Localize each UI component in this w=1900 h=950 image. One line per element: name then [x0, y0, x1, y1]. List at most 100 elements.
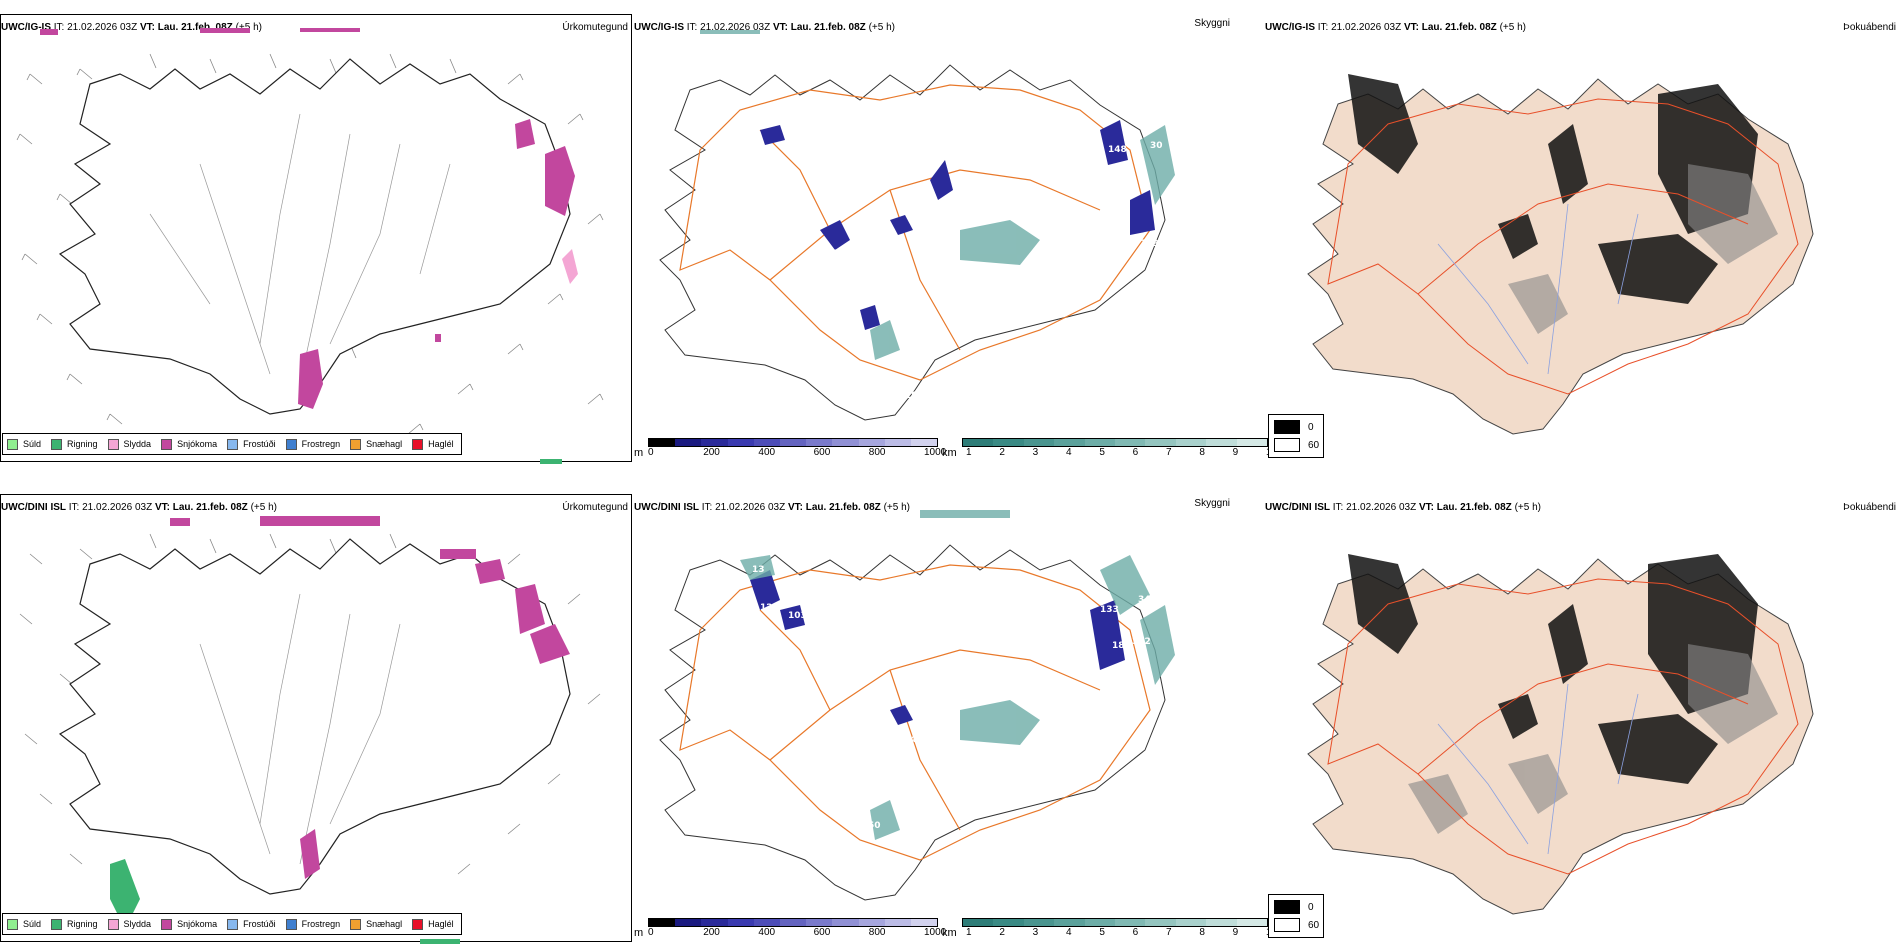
colorbar-tick: 2	[999, 927, 1005, 938]
legend-item: Snjókoma	[161, 918, 217, 930]
legend-item: Snæhagl	[350, 438, 402, 450]
legend-swatch	[227, 438, 239, 450]
colorbar-cell	[701, 919, 728, 926]
legend-item: Haglél	[412, 438, 454, 450]
fog-swatch	[1274, 420, 1300, 434]
colorbar-cell	[1115, 439, 1146, 446]
fog-swatch	[1274, 918, 1300, 932]
panel-type-precip-2: Úrkomutegund	[562, 502, 628, 513]
colorbar-tick: 4	[1066, 927, 1072, 938]
legend-swatch	[7, 918, 18, 930]
legend-item: Slydda	[107, 438, 151, 450]
colorbar-cell	[701, 439, 728, 446]
colorbar-cell	[1054, 919, 1085, 926]
legend-swatch	[350, 918, 362, 930]
fog-legend-1: 0 60	[1268, 414, 1324, 458]
ceiling-ticks-1: m 0 200 400 600 800 1000	[634, 447, 954, 461]
precip-legend-2: Súld Rigning Slydda Snjókoma Frostúði Fr…	[2, 913, 462, 935]
colorbar-cell	[806, 439, 833, 446]
snow-areas	[40, 28, 575, 409]
colorbar-unit: km	[942, 447, 957, 459]
map-value: 14	[845, 263, 858, 273]
legend-swatch	[285, 438, 297, 450]
panel-type-visibility-2: Skyggni	[1194, 498, 1230, 509]
colorbar-cell	[779, 919, 807, 926]
legend-swatch	[51, 438, 63, 450]
colorbar-tick: 200	[703, 927, 720, 938]
colorbar-tick: 1	[966, 927, 972, 938]
colorbar-cell	[649, 439, 676, 446]
colorbar-cell	[727, 439, 754, 446]
colorbar-cell	[832, 919, 859, 926]
colorbar-cell	[1023, 919, 1055, 926]
colorbar-tick: 8	[1199, 447, 1205, 458]
legend-swatch	[7, 438, 18, 450]
ceiling-colorbar-1	[648, 438, 938, 447]
legend-swatch	[412, 918, 424, 930]
vt-label: VT: Lau. 21.feb. 08Z	[139, 22, 233, 33]
legend-swatch	[161, 918, 173, 930]
map-title-row1-panel1: UWC/IG-IS IT: 21.02.2026 03Z VT: Lau. 21…	[1, 22, 262, 33]
fog-rivers	[1437, 203, 1639, 375]
legend-item: Slydda	[107, 918, 151, 930]
colorbar-cell	[727, 919, 754, 926]
colorbar-tick: 9	[1232, 447, 1239, 458]
map-value: 109	[1140, 239, 1159, 249]
vis-ticks-2: km12345678910	[942, 927, 1282, 941]
map-value: 34	[1138, 595, 1151, 605]
colorbar-tick: 0	[648, 927, 654, 938]
colorbar-cell	[1054, 439, 1085, 446]
legend-item: Snæhagl	[350, 918, 402, 930]
colorbar-tick: 1000	[924, 447, 947, 458]
colorbar-tick: 200	[703, 447, 720, 458]
colorbar-cell	[1206, 439, 1237, 446]
legend-swatch	[161, 438, 173, 450]
visibility-colorbar-1	[962, 438, 1268, 447]
colorbar-tick: 800	[868, 447, 886, 458]
ceiling-colorbar-2	[648, 918, 938, 927]
colorbar-cell	[993, 439, 1024, 446]
legend-item: Frostregn	[285, 918, 340, 930]
colorbar-unit: m	[634, 447, 644, 459]
colorbar-cell	[963, 919, 994, 926]
low-vis-areas	[700, 30, 1175, 360]
colorbar-tick: 1	[966, 447, 972, 458]
colorbar-tick: 5	[1099, 927, 1105, 938]
map-value: 148	[1108, 145, 1127, 155]
colorbar-tick: 800	[868, 927, 886, 938]
map-title-row1-panel2: UWC/IG-IS IT: 21.02.2026 03Z VT: Lau. 21…	[634, 22, 895, 33]
colorbar-tick: 4	[1066, 447, 1072, 458]
legend-item: Rigning	[51, 438, 98, 450]
colorbar-cell	[910, 439, 938, 446]
colorbar-cell	[993, 919, 1024, 926]
iceland-outline	[58, 58, 571, 415]
colorbar-tick: 7	[1166, 927, 1172, 938]
map-value: 60	[1018, 758, 1031, 768]
map-value-labels-row1: 148 30 60 280 27 109 110 103 14 84 35 12…	[820, 141, 1199, 401]
fog-gray-areas	[1508, 164, 1778, 334]
map-value: 17	[778, 581, 791, 591]
fog-swatch	[1274, 900, 1300, 914]
map-value: 40	[896, 355, 909, 365]
map-value: 35	[1000, 285, 1013, 295]
map-title-row2-panel1: UWC/DINI ISL IT: 21.02.2026 03Z VT: Lau.…	[1, 502, 277, 513]
vis-ticks-1: km12345678910	[942, 447, 1282, 461]
colorbar-unit: m	[634, 927, 644, 939]
fog-swatch	[1274, 438, 1300, 452]
iceland-map-fog-2	[1307, 554, 1814, 915]
colorbar-cell	[1145, 439, 1176, 446]
legend-item: Súld	[7, 438, 41, 450]
iceland-map-precip-2	[19, 516, 601, 944]
colorbar-cell	[1115, 919, 1146, 926]
colorbar-tick: 5	[1099, 447, 1105, 458]
map-value: 280	[1180, 163, 1199, 173]
map-value: 18	[1112, 641, 1125, 651]
map-value: 103	[820, 266, 839, 276]
panel-type-visibility-1: Skyggni	[1194, 18, 1230, 29]
iceland-map-precip-1	[16, 28, 604, 464]
colorbar-tick: 0	[648, 447, 654, 458]
panel-type-fog-1: Þokuábendi	[1843, 22, 1896, 33]
map-value: 133	[1100, 605, 1119, 615]
legend-item: Súld	[7, 918, 41, 930]
colorbar-cell	[884, 439, 911, 446]
